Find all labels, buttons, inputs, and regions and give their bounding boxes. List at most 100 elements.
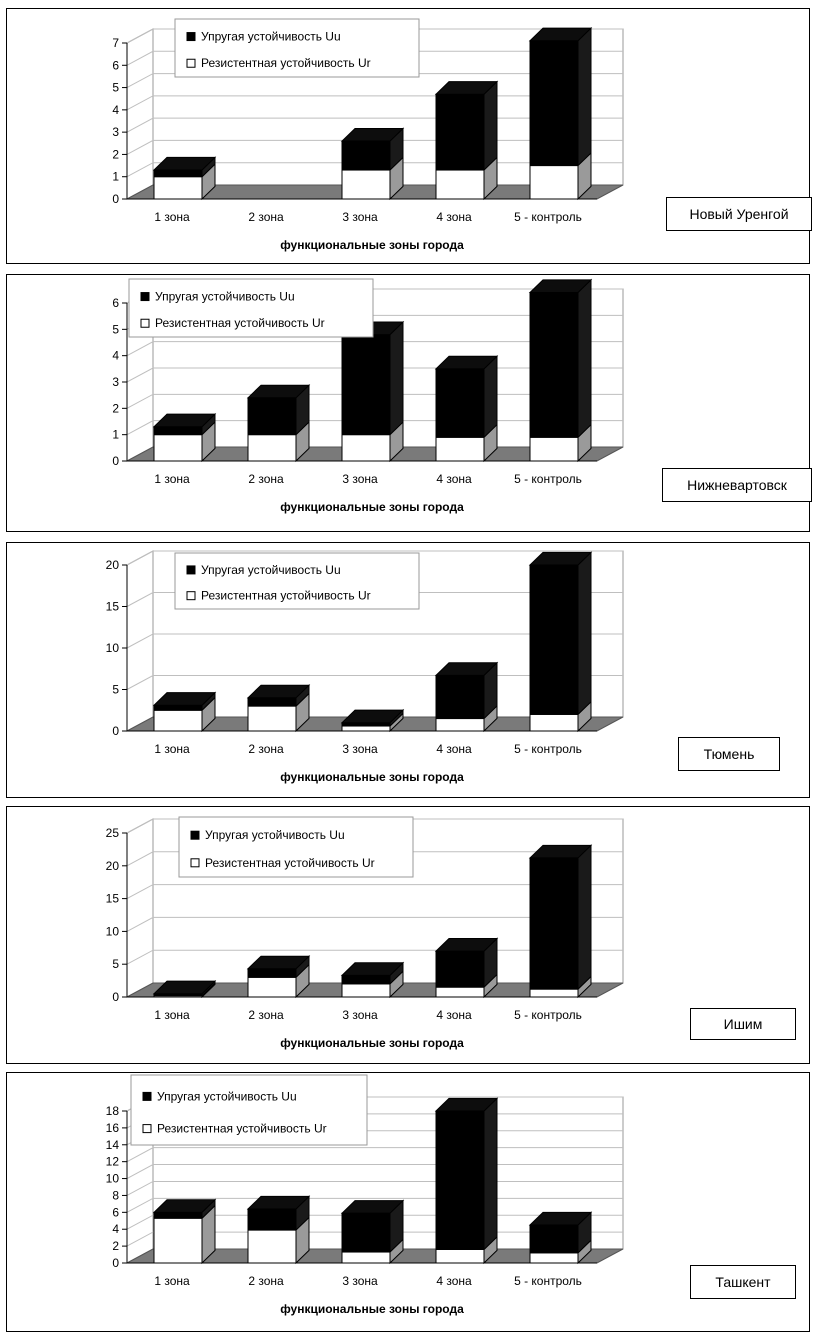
bar-ur <box>435 156 498 201</box>
legend-label-ur: Резистентная устойчивость Ur <box>201 589 371 603</box>
bar-front-face <box>435 436 485 462</box>
bar-side-face <box>577 278 592 439</box>
legend-swatch-uu <box>140 292 150 302</box>
legend-box <box>174 18 420 78</box>
stacked-bar-chart: 0 5 10 15 20 1 зона 2 зона 3 зона 4 зона 5 - конт… <box>106 550 624 784</box>
bar-front-face <box>435 368 485 438</box>
x-tick-label: 2 зона <box>248 742 284 756</box>
chart-panel-ishim: 0 5 10 15 20 25 1 зона 2 зона 3 зона 4 зона 5 - ко… <box>6 806 810 1064</box>
y-tick-label: 7 <box>112 36 119 50</box>
bar-front-face <box>529 1224 579 1254</box>
legend-label-uu: Упругая устойчивость Uu <box>155 290 295 304</box>
city-name: Ташкент <box>715 1274 771 1290</box>
bar-ur <box>435 704 498 733</box>
x-tick-label: 5 - контроль <box>514 210 582 224</box>
bar-uu <box>434 355 499 439</box>
bar-front-face <box>529 291 579 438</box>
bar-front-face <box>153 169 203 178</box>
bar-top-face <box>434 662 499 676</box>
bar-side-face <box>483 355 498 439</box>
y-tick-label: 5 <box>112 957 119 971</box>
y-tick-label: 5 <box>112 683 119 697</box>
bar-top-face <box>434 937 499 952</box>
x-tick-label: 1 зона <box>154 1274 190 1288</box>
gridline <box>126 818 623 834</box>
y-tick-label: 10 <box>106 924 120 938</box>
bar-ur <box>341 420 404 463</box>
x-tick-label: 3 зона <box>342 472 378 486</box>
city-label: Нижневартовск <box>662 468 812 502</box>
y-tick-label: 6 <box>112 58 119 72</box>
bar-front-face <box>247 434 297 462</box>
bar-front-face <box>341 1251 391 1264</box>
stacked-bar-chart: 0 2 4 6 8 10 12 14 16 18 1 зона 2 зона 3 зона 4 зона 5… <box>106 1074 624 1316</box>
bar-uu <box>152 412 217 436</box>
bar-ur <box>153 696 216 733</box>
x-tick-label: 4 зона <box>436 1008 472 1022</box>
x-tick-label: 1 зона <box>154 1008 190 1022</box>
bar-front-face <box>341 983 391 998</box>
bar-front-face <box>529 1252 579 1264</box>
x-axis-title: функциональные зоны города <box>280 1302 464 1316</box>
bar-ur <box>435 1235 498 1265</box>
y-tick-label: 6 <box>112 296 119 310</box>
gridline <box>126 28 623 44</box>
x-tick-label: 5 - контроль <box>514 1008 582 1022</box>
y-tick-label: 2 <box>112 1239 119 1253</box>
bar-front-face <box>529 40 579 167</box>
bar-ur <box>529 423 592 463</box>
bar-front-face <box>153 1217 203 1264</box>
legend-swatch-ur <box>190 858 200 868</box>
y-tick-label: 5 <box>112 81 119 95</box>
bar-top-face <box>152 413 217 428</box>
bar-front-face <box>341 140 391 171</box>
y-tick-label: 5 <box>112 322 119 336</box>
y-tick-label: 14 <box>106 1138 120 1152</box>
bar-front-face <box>435 950 485 988</box>
bar-uu <box>528 1211 593 1255</box>
bar-front-face <box>529 564 579 715</box>
bar-top-face <box>246 955 311 970</box>
x-tick-label: 2 зона <box>248 1274 284 1288</box>
y-tick-label: 3 <box>112 375 119 389</box>
bar-front-face <box>341 434 391 462</box>
x-tick-label: 1 зона <box>154 742 190 756</box>
y-tick-label: 2 <box>112 147 119 161</box>
bar-front-face <box>247 697 297 707</box>
x-tick-label: 3 зона <box>342 1008 378 1022</box>
x-tick-label: 3 зона <box>342 1274 378 1288</box>
legend-label-uu: Упругая устойчивость Uu <box>157 1089 297 1103</box>
bar-top-face <box>434 81 499 95</box>
bar-uu <box>152 979 217 997</box>
city-label: Новый Уренгой <box>666 197 812 231</box>
legend-label-uu: Упругая устойчивость Uu <box>205 828 345 842</box>
bar-uu <box>434 1097 499 1251</box>
y-tick-label: 18 <box>106 1104 120 1118</box>
x-tick-label: 4 зона <box>436 742 472 756</box>
bar-uu <box>528 278 593 439</box>
city-name: Тюмень <box>703 746 755 762</box>
x-tick-label: 4 зона <box>436 472 472 486</box>
y-tick-label: 1 <box>112 170 119 184</box>
legend-swatch-ur <box>142 1124 152 1134</box>
bar-front-face <box>529 988 579 998</box>
bar-uu <box>340 127 405 172</box>
legend-label-ur: Резистентная устойчивость Ur <box>155 316 325 330</box>
bar-top-face <box>246 1195 311 1210</box>
legend-swatch-uu <box>190 830 200 840</box>
x-axis-title: функциональные зоны города <box>280 500 464 514</box>
bar-top-face <box>528 279 593 293</box>
bar-uu <box>152 1198 217 1220</box>
y-tick-label: 20 <box>106 558 120 572</box>
bar-front-face <box>247 976 297 998</box>
bar-front-face <box>341 169 391 200</box>
x-tick-label: 5 - контроль <box>514 742 582 756</box>
x-tick-label: 2 зона <box>248 210 284 224</box>
x-tick-label: 5 - контроль <box>514 472 582 486</box>
bar-front-face <box>435 169 485 200</box>
legend-label-ur: Резистентная устойчивость Ur <box>157 1122 327 1136</box>
bar-front-face <box>153 176 203 200</box>
bar-side-face <box>483 80 498 172</box>
y-tick-label: 10 <box>106 641 120 655</box>
gridline <box>126 884 623 900</box>
